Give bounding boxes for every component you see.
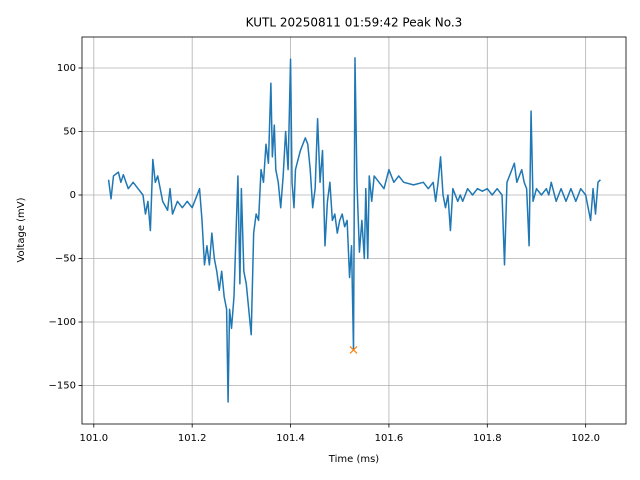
y-tick-label: −50 xyxy=(55,254,76,265)
x-tick-label: 101.2 xyxy=(178,433,207,444)
y-tick-label: −150 xyxy=(49,381,76,392)
y-tick-label: 100 xyxy=(57,63,76,74)
y-tick-label: −100 xyxy=(49,317,76,328)
x-tick-label: 101.0 xyxy=(79,433,108,444)
x-tick-label: 102.0 xyxy=(571,433,600,444)
y-axis-label: Voltage (mV) xyxy=(16,197,27,262)
x-axis-label: Time (ms) xyxy=(328,454,380,465)
x-tick-label: 101.4 xyxy=(276,433,305,444)
x-tick-label: 101.6 xyxy=(375,433,404,444)
chart-title: KUTL 20250811 01:59:42 Peak No.3 xyxy=(246,16,463,30)
x-tick-label: 101.8 xyxy=(473,433,502,444)
y-tick-label: 0 xyxy=(70,190,76,201)
data-line xyxy=(107,57,601,403)
plot-frame xyxy=(81,36,627,425)
y-tick-label: 50 xyxy=(63,126,76,137)
peak-marker xyxy=(349,346,358,354)
